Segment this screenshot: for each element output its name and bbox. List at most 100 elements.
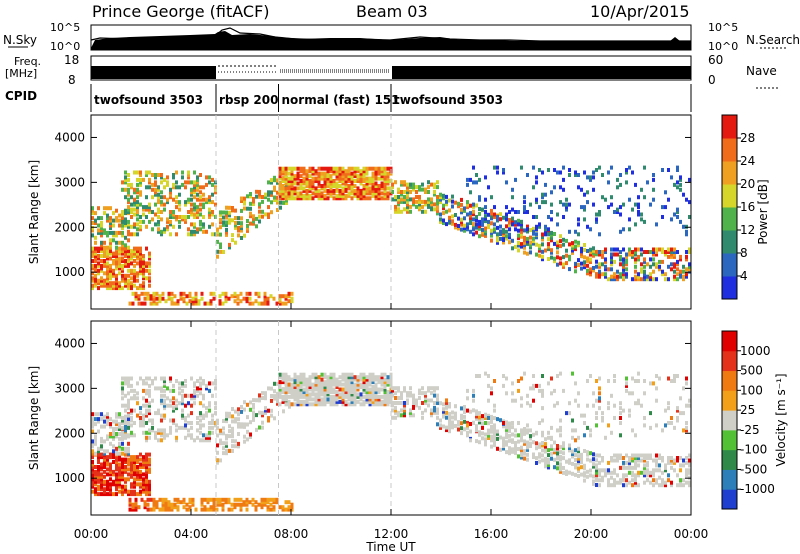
heatmap-cell <box>130 457 133 462</box>
heatmap-cell <box>353 402 357 407</box>
heatmap-cell <box>273 381 276 386</box>
heatmap-cell <box>145 430 148 435</box>
heatmap-cell <box>181 388 184 393</box>
heatmap-cell <box>149 507 153 512</box>
heatmap-cell <box>559 469 562 474</box>
heatmap-cell <box>200 500 204 505</box>
heatmap-cell <box>181 381 184 386</box>
heatmap-cell <box>276 180 279 185</box>
heatmap-cell <box>574 428 577 433</box>
heatmap-cell <box>252 417 255 422</box>
heatmap-cell <box>368 191 372 196</box>
heatmap-cell <box>103 211 106 216</box>
heatmap-cell <box>559 457 562 462</box>
heatmap-cell <box>199 425 202 430</box>
heatmap-cell <box>124 251 127 256</box>
heatmap-cell <box>127 254 130 258</box>
heatmap-cell <box>574 465 577 470</box>
heatmap-cell <box>451 420 454 425</box>
heatmap-cell <box>613 453 616 458</box>
heatmap-cell <box>154 411 157 416</box>
heatmap-cell <box>136 217 139 222</box>
heatmap-cell <box>616 480 619 485</box>
heatmap-cell <box>505 430 508 435</box>
heatmap-cell <box>130 286 133 291</box>
heatmap-cell <box>637 371 640 376</box>
heatmap-cell <box>225 411 228 416</box>
heatmap-cell <box>130 185 133 190</box>
heatmap-cell <box>365 196 369 201</box>
heatmap-cell <box>505 212 508 217</box>
heatmap-cell <box>490 424 493 429</box>
heatmap-cell <box>157 207 160 212</box>
heatmap-cell <box>222 431 225 436</box>
heatmap-cell <box>239 502 243 507</box>
heatmap-cell <box>613 272 616 277</box>
heatmap-cell <box>526 393 529 398</box>
heatmap-cell <box>145 185 148 190</box>
heatmap-cell <box>595 483 598 487</box>
heatmap-cell <box>252 219 255 224</box>
heatmap-cell <box>139 457 142 462</box>
heatmap-cell <box>193 388 196 393</box>
heatmap-cell <box>613 480 616 485</box>
heatmap-cell <box>643 379 646 383</box>
heatmap-cell <box>109 489 112 494</box>
heatmap-cell <box>362 179 366 183</box>
heatmap-cell <box>565 469 568 474</box>
heatmap-cell <box>526 452 529 457</box>
heatmap-cell <box>103 455 106 460</box>
heatmap-cell <box>130 411 133 416</box>
heatmap-cell <box>374 394 378 399</box>
heatmap-cell <box>688 200 691 205</box>
heatmap-cell <box>299 181 303 186</box>
heatmap-cell <box>538 459 541 464</box>
heatmap-cell <box>100 249 103 254</box>
heatmap-cell <box>139 227 142 232</box>
heatmap-cell <box>661 483 664 488</box>
heatmap-cell <box>94 417 97 422</box>
heatmap-cell <box>517 447 520 451</box>
heatmap-cell <box>124 235 127 240</box>
heatmap-cell <box>661 205 664 210</box>
heatmap-cell <box>589 269 592 274</box>
heatmap-cell <box>287 402 291 407</box>
heatmap-cell <box>514 428 517 433</box>
heatmap-cell <box>550 233 553 238</box>
heatmap-cell <box>442 424 445 429</box>
heatmap-cell <box>368 382 372 387</box>
heatmap-cell <box>270 190 273 195</box>
heatmap-cell <box>365 184 369 188</box>
heatmap-cell <box>685 267 688 272</box>
heatmap-cell <box>97 223 100 228</box>
heatmap-cell <box>100 439 103 444</box>
heatmap-cell <box>94 434 97 439</box>
heatmap-cell <box>445 400 448 405</box>
heatmap-cell <box>347 387 351 392</box>
heatmap-cell <box>115 233 118 238</box>
heatmap-cell <box>127 281 130 286</box>
heatmap-cell <box>91 228 94 233</box>
heatmap-cell <box>595 212 598 217</box>
heatmap-cell <box>326 387 330 392</box>
heatmap-cell <box>133 388 136 393</box>
heatmap-cell <box>323 166 327 171</box>
heatmap-cell <box>439 418 442 423</box>
heatmap-cell <box>676 416 679 420</box>
heatmap-cell <box>338 193 342 198</box>
heatmap-cell <box>143 505 147 510</box>
heatmap-cell <box>652 187 655 192</box>
heatmap-cell <box>197 301 201 306</box>
heatmap-cell <box>565 207 568 212</box>
heatmap-cell <box>97 206 100 211</box>
heatmap-cell <box>91 439 94 444</box>
heatmap-cell <box>252 216 255 221</box>
heatmap-cell <box>142 462 145 467</box>
heatmap-cell <box>377 402 381 407</box>
heatmap-cell <box>577 232 580 237</box>
heatmap-cell <box>145 398 148 403</box>
heatmap-cell <box>338 174 342 179</box>
heatmap-cell <box>433 405 436 410</box>
heatmap-cell <box>350 174 354 179</box>
heatmap-cell <box>112 492 115 497</box>
